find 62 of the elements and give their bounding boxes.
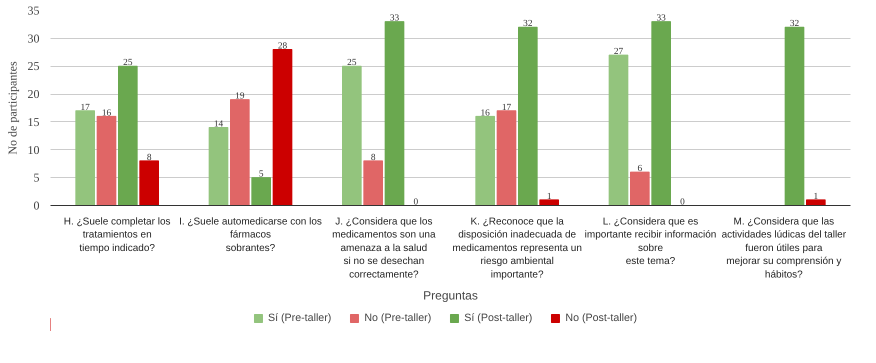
data-label: 1	[814, 192, 818, 202]
y-tick-label: 20	[28, 87, 40, 102]
x-tick-label: L. ¿Considera que es importante recibir información sobre este tema?	[584, 216, 716, 268]
data-label: 16	[102, 108, 112, 118]
y-axis-title: No de participantes	[6, 61, 20, 155]
legend-label: No (Pre-taller)	[364, 312, 432, 324]
y-tick-label: 30	[28, 31, 40, 46]
y-tick-label: 0	[34, 198, 40, 212]
bar	[363, 160, 383, 206]
data-label: 1	[546, 192, 552, 202]
bar	[651, 21, 671, 206]
bar	[784, 26, 804, 206]
data-label: 14	[214, 120, 224, 130]
bar	[272, 49, 292, 206]
data-label: 27	[614, 47, 624, 58]
x-tick-label: H. ¿Suele completar los tratamientos en tiempo indicado?	[64, 216, 171, 254]
bar	[230, 99, 250, 206]
bar	[118, 66, 138, 206]
bar	[251, 177, 271, 206]
y-tick-label: 10	[28, 142, 40, 157]
data-label: 16	[480, 108, 490, 118]
data-label: 25	[347, 58, 357, 68]
bar	[630, 172, 650, 206]
data-label: 8	[370, 152, 376, 163]
legend-label: No (Post-taller)	[565, 312, 638, 324]
bar	[208, 127, 228, 206]
y-tick-label: 35	[28, 4, 40, 18]
bar	[608, 54, 628, 206]
bar	[806, 199, 826, 206]
x-tick-label: K. ¿Reconoce que la disposición inadecuada de medicamentos representa un riesgo ambiental importante?	[452, 216, 582, 280]
data-label: 6	[638, 164, 642, 174]
data-label: 8	[146, 152, 152, 163]
y-tick-label: 15	[28, 114, 40, 129]
y-tick-label: 25	[28, 59, 40, 74]
data-label: 5	[258, 170, 264, 180]
data-label: 19	[235, 92, 245, 102]
bar	[475, 116, 495, 206]
x-tick-label: J. ¿Considera que los medicamentos son una amenaza a la salud si no se desechan correctamente?	[332, 216, 436, 280]
data-label: 0	[414, 198, 418, 208]
data-label: 28	[278, 42, 288, 52]
legend-label: Sí (Post-taller)	[464, 312, 532, 324]
data-label: 17	[80, 102, 90, 113]
data-label: 25	[123, 58, 133, 68]
x-tick-label: M. ¿Considera que las actividades lúdicas del taller fueron útiles para mejorar su comprensión y hábitos?	[722, 216, 847, 280]
bar	[496, 110, 516, 206]
bar	[75, 110, 95, 206]
legend-label: Sí (Pre-taller)	[268, 312, 332, 324]
data-label: 33	[390, 14, 400, 24]
bar	[342, 66, 362, 206]
x-tick-label: I. ¿Suele automedicarse con los fármacos sobrantes?	[179, 216, 322, 254]
bar	[518, 26, 538, 206]
data-label: 0	[680, 198, 686, 208]
data-label: 32	[523, 19, 533, 30]
data-label: 32	[790, 19, 800, 30]
bar	[539, 199, 559, 206]
bar	[139, 160, 159, 206]
x-axis-title: Preguntas	[423, 288, 478, 302]
data-label: 17	[502, 102, 512, 113]
bar	[384, 21, 404, 206]
y-tick-label: 5	[34, 170, 40, 185]
data-label: 33	[656, 14, 666, 24]
bar	[96, 116, 116, 206]
